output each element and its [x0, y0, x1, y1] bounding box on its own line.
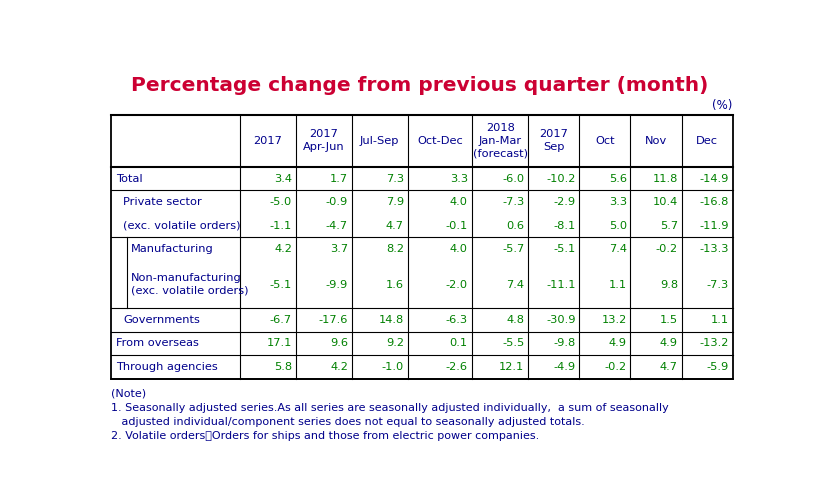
- Text: 4.0: 4.0: [450, 244, 468, 254]
- Text: -5.5: -5.5: [502, 339, 524, 349]
- Text: 2018
Jan-Mar
(forecast): 2018 Jan-Mar (forecast): [473, 123, 527, 159]
- Text: 1.1: 1.1: [711, 315, 729, 325]
- Text: 2. Volatile orders：Orders for ships and those from electric power companies.: 2. Volatile orders：Orders for ships and …: [111, 431, 539, 441]
- Text: 11.8: 11.8: [653, 174, 678, 183]
- Text: Oct: Oct: [595, 136, 615, 146]
- Text: Non-manufacturing
(exc. volatile orders): Non-manufacturing (exc. volatile orders): [131, 273, 248, 296]
- Text: 9.2: 9.2: [386, 339, 404, 349]
- Text: Oct-Dec: Oct-Dec: [417, 136, 463, 146]
- Text: Total: Total: [115, 174, 143, 183]
- Text: 12.1: 12.1: [499, 362, 524, 372]
- Text: 17.1: 17.1: [267, 339, 292, 349]
- Text: 9.8: 9.8: [660, 280, 678, 289]
- Text: -17.6: -17.6: [319, 315, 348, 325]
- Text: 7.3: 7.3: [386, 174, 404, 183]
- Text: 8.2: 8.2: [386, 244, 404, 254]
- Text: -5.7: -5.7: [502, 244, 524, 254]
- Text: -0.2: -0.2: [604, 362, 627, 372]
- Text: -14.9: -14.9: [699, 174, 729, 183]
- Text: -11.1: -11.1: [546, 280, 576, 289]
- Text: 5.6: 5.6: [609, 174, 627, 183]
- Text: 4.8: 4.8: [506, 315, 524, 325]
- Text: 7.4: 7.4: [609, 244, 627, 254]
- Text: 10.4: 10.4: [653, 197, 678, 207]
- Text: (exc. volatile orders): (exc. volatile orders): [124, 221, 241, 231]
- Text: -2.6: -2.6: [446, 362, 468, 372]
- Text: 3.3: 3.3: [450, 174, 468, 183]
- Text: 1.6: 1.6: [386, 280, 404, 289]
- Text: Nov: Nov: [645, 136, 667, 146]
- Text: -5.0: -5.0: [269, 197, 292, 207]
- Text: 0.1: 0.1: [450, 339, 468, 349]
- Text: adjusted individual/component series does not equal to seasonally adjusted total: adjusted individual/component series doe…: [111, 417, 585, 427]
- Text: 5.0: 5.0: [609, 221, 627, 231]
- Text: Manufacturing: Manufacturing: [131, 244, 214, 254]
- Text: -5.9: -5.9: [707, 362, 729, 372]
- Text: -4.9: -4.9: [554, 362, 576, 372]
- Text: -1.0: -1.0: [382, 362, 404, 372]
- Text: -6.3: -6.3: [446, 315, 468, 325]
- Text: -5.1: -5.1: [269, 280, 292, 289]
- Text: -4.7: -4.7: [326, 221, 348, 231]
- Text: 4.7: 4.7: [660, 362, 678, 372]
- Text: -6.7: -6.7: [270, 315, 292, 325]
- Text: -0.1: -0.1: [446, 221, 468, 231]
- Text: -30.9: -30.9: [546, 315, 576, 325]
- Text: 4.7: 4.7: [386, 221, 404, 231]
- Bar: [111, 115, 733, 379]
- Text: 5.8: 5.8: [274, 362, 292, 372]
- Text: 7.4: 7.4: [506, 280, 524, 289]
- Text: 5.7: 5.7: [660, 221, 678, 231]
- Text: Percentage change from previous quarter (month): Percentage change from previous quarter …: [131, 76, 708, 95]
- Text: 1.7: 1.7: [330, 174, 348, 183]
- Text: From overseas: From overseas: [115, 339, 199, 349]
- Text: (Note): (Note): [111, 388, 146, 399]
- Text: 3.3: 3.3: [609, 197, 627, 207]
- Text: 3.7: 3.7: [330, 244, 348, 254]
- Text: -13.2: -13.2: [699, 339, 729, 349]
- Text: 4.9: 4.9: [660, 339, 678, 349]
- Text: -8.1: -8.1: [554, 221, 576, 231]
- Text: 9.6: 9.6: [330, 339, 348, 349]
- Text: -6.0: -6.0: [502, 174, 524, 183]
- Text: -13.3: -13.3: [699, 244, 729, 254]
- Text: 14.8: 14.8: [378, 315, 404, 325]
- Text: -9.8: -9.8: [554, 339, 576, 349]
- Text: 2017: 2017: [254, 136, 283, 146]
- Text: -2.9: -2.9: [554, 197, 576, 207]
- Text: 0.6: 0.6: [506, 221, 524, 231]
- Text: 7.9: 7.9: [386, 197, 404, 207]
- Text: 1.1: 1.1: [609, 280, 627, 289]
- Text: -2.0: -2.0: [446, 280, 468, 289]
- Text: 13.2: 13.2: [602, 315, 627, 325]
- Text: -1.1: -1.1: [269, 221, 292, 231]
- Text: 2017
Apr-Jun: 2017 Apr-Jun: [303, 130, 345, 152]
- Text: Dec: Dec: [696, 136, 718, 146]
- Text: 1.5: 1.5: [660, 315, 678, 325]
- Text: -5.1: -5.1: [554, 244, 576, 254]
- Text: 2017
Sep: 2017 Sep: [540, 130, 568, 152]
- Text: 4.2: 4.2: [274, 244, 292, 254]
- Text: Private sector: Private sector: [124, 197, 202, 207]
- Text: 3.4: 3.4: [274, 174, 292, 183]
- Text: -11.9: -11.9: [699, 221, 729, 231]
- Text: -10.2: -10.2: [546, 174, 576, 183]
- Text: Governments: Governments: [124, 315, 201, 325]
- Text: 4.9: 4.9: [609, 339, 627, 349]
- Text: 1. Seasonally adjusted series.As all series are seasonally adjusted individually: 1. Seasonally adjusted series.As all ser…: [111, 403, 668, 413]
- Text: -7.3: -7.3: [502, 197, 524, 207]
- Text: (%): (%): [713, 99, 733, 112]
- Text: 4.0: 4.0: [450, 197, 468, 207]
- Text: Jul-Sep: Jul-Sep: [360, 136, 400, 146]
- Text: -16.8: -16.8: [699, 197, 729, 207]
- Text: 4.2: 4.2: [330, 362, 348, 372]
- Text: -9.9: -9.9: [326, 280, 348, 289]
- Text: -0.9: -0.9: [326, 197, 348, 207]
- Text: Through agencies: Through agencies: [115, 362, 218, 372]
- Text: -7.3: -7.3: [707, 280, 729, 289]
- Text: -0.2: -0.2: [656, 244, 678, 254]
